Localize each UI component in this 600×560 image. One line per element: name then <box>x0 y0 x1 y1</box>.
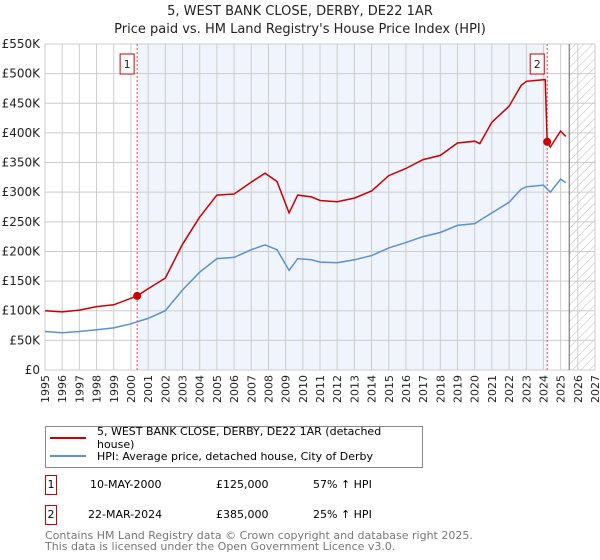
x-tick-label: 2017 <box>417 375 430 403</box>
x-tick-label: 2023 <box>520 375 533 403</box>
x-tick-label: 2016 <box>400 375 413 403</box>
forecast-hatch <box>569 44 595 370</box>
x-tick-label: 1998 <box>91 375 104 403</box>
y-tick-label: £500K <box>2 67 42 81</box>
y-tick-label: £300K <box>2 185 42 199</box>
y-tick-label: £150K <box>2 274 42 288</box>
y-tick-label: £450K <box>2 96 42 110</box>
price-chart: 1995 1996 1997 1998 1999 2000 2001 2002 2003 2004… <box>2 37 600 403</box>
x-tick-label: 2027 <box>589 375 600 403</box>
chart-title: 5, WEST BANK CLOSE, DERBY, DE22 1AR <box>167 4 433 19</box>
sale-label-box <box>119 53 135 75</box>
footer: Contains HM Land Registry data © Crown c… <box>45 530 473 552</box>
sale-label: 1 <box>124 58 131 71</box>
marker-badge: 1 <box>45 475 57 495</box>
sale-period-shading <box>137 44 548 370</box>
y-tick-label: £400K <box>2 126 42 140</box>
sale-price: £125,000 <box>216 478 269 491</box>
series-line <box>44 78 567 313</box>
y-tick-label: £250K <box>2 215 42 229</box>
sale-point <box>543 137 552 146</box>
sale-label: 2 <box>534 58 541 71</box>
legend-hpi: HPI: Average price, detached house, City… <box>97 449 374 463</box>
y-tick-label: £350K <box>2 156 42 170</box>
x-tick-label: 2021 <box>486 375 499 403</box>
hpi-change: 25% ↑ HPI <box>313 508 372 521</box>
x-tick-label: 2006 <box>228 375 241 403</box>
y-tick-label: £0 <box>25 363 40 377</box>
legend-blue-line-icon <box>50 455 86 457</box>
x-tick-label: 2026 <box>572 375 585 403</box>
transaction-row: 1 10-MAY-2000 £125,000 57% ↑ HPI <box>45 475 445 495</box>
x-tick-label: 1996 <box>56 375 69 403</box>
series-line <box>44 178 567 334</box>
sale-price: £385,000 <box>216 508 269 521</box>
sale-point <box>133 291 142 300</box>
y-tick-label: £50K <box>9 333 41 347</box>
x-tick-label: 2007 <box>245 375 258 403</box>
x-tick-label: 1995 <box>39 375 52 403</box>
legend: 5, WEST BANK CLOSE, DERBY, DE22 1AR (det… <box>45 425 423 468</box>
x-tick-label: 2015 <box>383 375 396 403</box>
y-tick-label: £100K <box>2 304 42 318</box>
x-tick-label: 2003 <box>177 375 190 403</box>
x-tick-label: 2020 <box>469 375 482 403</box>
y-tick-label: £200K <box>2 244 42 258</box>
x-tick-label: 2012 <box>331 375 344 403</box>
x-tick-label: 2014 <box>366 375 379 403</box>
x-tick-label: 2024 <box>537 375 550 403</box>
x-tick-label: 2008 <box>262 375 275 403</box>
marker-badge: 2 <box>45 505 57 525</box>
x-tick-label: 1999 <box>108 375 121 403</box>
hpi-change: 57% ↑ HPI <box>313 478 372 491</box>
sale-label-box <box>529 53 545 75</box>
transaction-row: 2 22-MAR-2024 £385,000 25% ↑ HPI <box>45 505 445 525</box>
x-tick-label: 2010 <box>297 375 310 403</box>
x-tick-label: 2005 <box>211 375 224 403</box>
footer-line: This data is licensed under the Open Gov… <box>45 540 396 553</box>
x-tick-label: 2025 <box>555 375 568 403</box>
x-tick-label: 2019 <box>452 375 465 403</box>
sale-date: 22-MAR-2024 <box>88 508 163 521</box>
chart-subtitle: Price paid vs. HM Land Registry's House … <box>114 22 486 37</box>
x-tick-label: 2011 <box>314 375 327 403</box>
legend-property: 5, WEST BANK CLOSE, DERBY, DE22 1AR (det… <box>96 425 382 451</box>
sale-date: 10-MAY-2000 <box>90 478 162 491</box>
x-tick-label: 2004 <box>194 375 207 403</box>
x-tick-label: 2002 <box>159 375 172 403</box>
x-tick-label: 2022 <box>503 375 516 403</box>
footer-line: Contains HM Land Registry data © Crown c… <box>45 529 473 542</box>
x-tick-label: 2001 <box>142 375 155 403</box>
x-tick-label: 2013 <box>348 375 361 403</box>
x-tick-label: 2000 <box>125 375 138 403</box>
x-tick-label: 1997 <box>73 375 86 403</box>
legend-red-line-icon <box>50 437 86 439</box>
y-tick-label: £550K <box>2 37 42 51</box>
x-tick-label: 2009 <box>280 375 293 403</box>
x-tick-label: 2018 <box>434 375 447 403</box>
